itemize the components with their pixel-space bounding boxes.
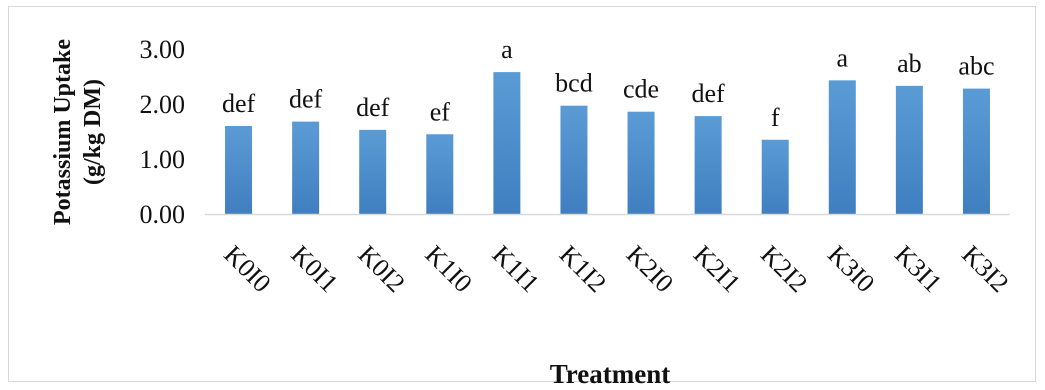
- significance-label-K1I1: a: [501, 35, 513, 64]
- x-tick-label-K1I1: K1I1: [487, 240, 545, 298]
- significance-label-K0I2: def: [356, 93, 390, 122]
- y-tick-label: 2.00: [140, 90, 186, 119]
- x-tick-label-K0I2: K0I2: [352, 240, 410, 298]
- bar-K0I1: [292, 121, 320, 214]
- x-tick-label-K1I2: K1I2: [554, 240, 612, 298]
- bar-K2I2: [761, 139, 789, 214]
- x-tick-label-K3I2: K3I2: [956, 240, 1014, 298]
- bar-K1I1: [493, 72, 521, 214]
- bar-K2I0: [627, 111, 655, 214]
- bar-K3I0: [828, 80, 856, 214]
- bar-K2I1: [694, 116, 722, 214]
- bar-K0I2: [359, 129, 387, 214]
- chart-frame: [8, 6, 1036, 382]
- significance-label-K0I0: def: [222, 89, 256, 118]
- y-axis-label-line-1: Potassium Uptake: [50, 39, 76, 225]
- y-tick-label: 3.00: [140, 35, 186, 64]
- significance-label-K2I1: def: [692, 79, 726, 108]
- y-axis-label-line-2: (g/kg DM): [80, 79, 106, 185]
- x-tick-label-K3I1: K3I1: [889, 240, 947, 298]
- significance-label-K3I2: abc: [958, 52, 994, 81]
- bar-K1I0: [426, 134, 454, 214]
- bar-K1I2: [560, 105, 588, 214]
- bar-K0I0: [225, 126, 253, 214]
- x-tick-label-K2I1: K2I1: [688, 240, 746, 298]
- bar-K3I2: [962, 88, 990, 214]
- x-tick-label-K2I0: K2I0: [621, 240, 679, 298]
- x-tick-label-K2I2: K2I2: [755, 240, 813, 298]
- x-tick-label-K0I0: K0I0: [218, 240, 276, 298]
- y-tick-label: 1.00: [140, 145, 186, 174]
- significance-label-K1I0: ef: [430, 97, 451, 126]
- significance-label-K3I0: a: [837, 43, 849, 72]
- significance-label-K2I2: f: [771, 103, 780, 132]
- x-tick-label-K3I0: K3I0: [822, 240, 880, 298]
- x-tick-label-K0I1: K0I1: [285, 240, 343, 298]
- bar-K3I1: [895, 85, 923, 214]
- y-tick-label: 0.00: [140, 200, 186, 229]
- x-axis-label: Treatment: [550, 359, 670, 389]
- significance-label-K1I2: bcd: [555, 69, 593, 98]
- significance-label-K2I0: cde: [623, 75, 659, 104]
- x-tick-label-K1I0: K1I0: [420, 240, 478, 298]
- significance-label-K3I1: ab: [897, 49, 922, 78]
- significance-label-K0I1: def: [289, 85, 323, 114]
